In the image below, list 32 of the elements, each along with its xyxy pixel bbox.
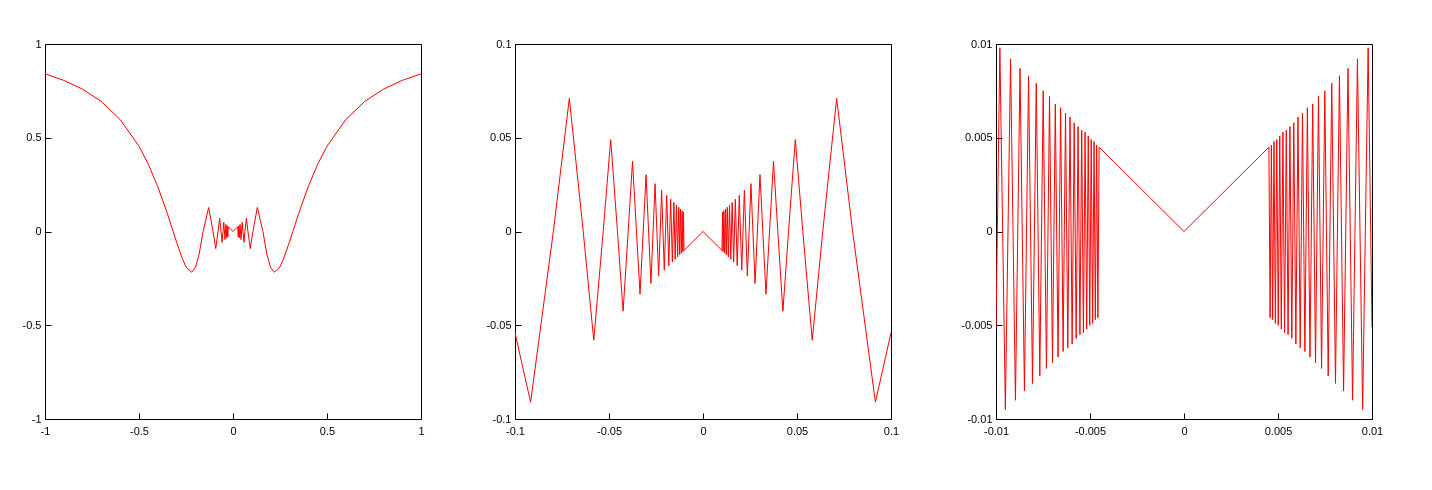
line-series	[515, 97, 891, 403]
y-tick-label: -1	[31, 412, 42, 425]
line-series	[996, 47, 1372, 411]
y-tick-label: 1	[35, 37, 42, 50]
x-tick-label: 1	[418, 424, 425, 437]
x-tick-label: -0.05	[596, 424, 623, 437]
y-tick-label: 0.5	[26, 131, 42, 144]
y-tick-label: 0.01	[971, 37, 993, 50]
y-tick-label: -0.5	[22, 318, 42, 331]
x-tick-label: 0.1	[883, 424, 900, 437]
y-tick-label: 0.005	[964, 131, 993, 144]
x-tick-label: 0	[230, 424, 237, 437]
x-tick-label: 0.005	[1264, 424, 1293, 437]
line-series	[45, 73, 421, 273]
y-tick-label: 0	[986, 225, 993, 237]
x-tick-label: -0.005	[1074, 424, 1107, 437]
x-tick-label: 0	[700, 424, 707, 437]
y-tick-label: -0.005	[961, 318, 993, 331]
x-tick-label: -0.01	[983, 424, 1010, 437]
y-tick-label: 0	[35, 225, 42, 237]
y-tick-label: 0	[505, 225, 512, 237]
x-tick-label: -0.5	[130, 424, 149, 437]
x-tick-label: 0.5	[319, 424, 336, 437]
y-tick-label: -0.1	[492, 412, 512, 425]
y-tick-label: 0.1	[496, 37, 512, 50]
y-tick-label: -0.05	[486, 318, 512, 331]
x-tick-label: 0.05	[786, 424, 809, 437]
x-tick-label: -0.1	[506, 424, 525, 437]
x-tick-label: 0	[1181, 424, 1188, 437]
y-tick-label: -0.01	[967, 412, 993, 425]
y-tick-label: 0.05	[490, 131, 512, 144]
x-tick-label: 0.01	[1361, 424, 1384, 437]
